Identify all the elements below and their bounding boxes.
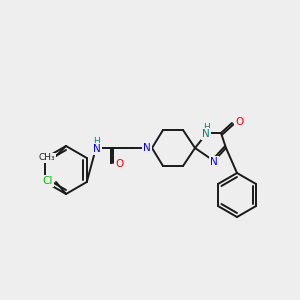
Text: N: N	[202, 129, 210, 139]
Text: CH₃: CH₃	[39, 154, 55, 163]
Text: N: N	[143, 143, 151, 153]
Text: O: O	[235, 117, 243, 127]
Text: O: O	[116, 159, 124, 169]
Text: H: H	[202, 124, 209, 133]
Text: H: H	[94, 137, 100, 146]
Text: N: N	[210, 157, 218, 167]
Text: Cl: Cl	[43, 176, 53, 186]
Text: N: N	[93, 144, 101, 154]
